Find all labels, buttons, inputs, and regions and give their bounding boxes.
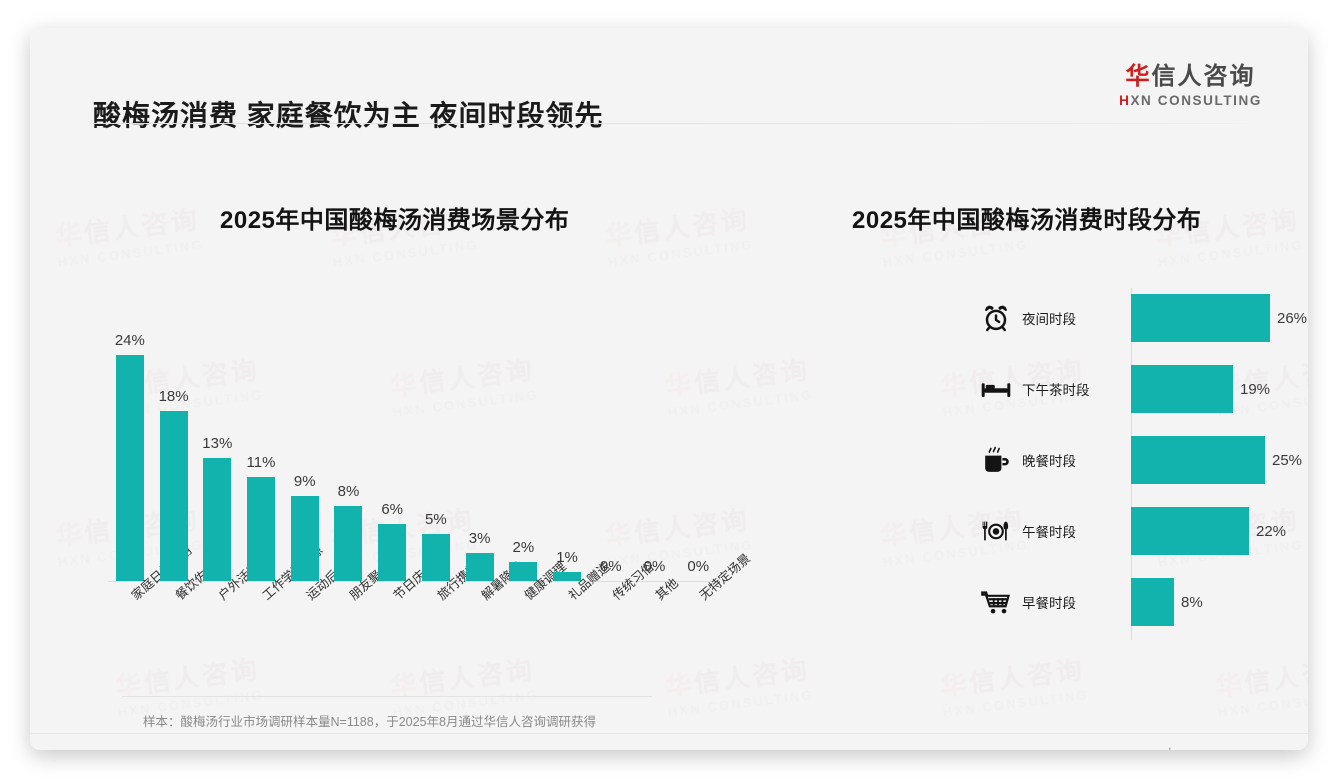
footer-divider	[30, 733, 1308, 734]
logo-h-char: H	[1119, 93, 1131, 109]
bar-column[interactable]: 24%家庭日常饮用	[108, 332, 195, 603]
logo-chinese-rest: 信人咨询	[1151, 63, 1256, 90]
plate-cutlery-icon	[970, 516, 1022, 546]
bed-icon	[970, 374, 1022, 404]
bar-value-label: 19%	[1240, 380, 1271, 398]
bar[interactable]	[509, 562, 538, 581]
bar-column[interactable]: 5% 旅行携带	[414, 336, 482, 603]
bar-value-label: 18%	[158, 388, 189, 405]
header-divider	[92, 123, 1247, 124]
infographic-card: 华信人咨询 HXN CONSULTING 华信人咨询 HXN CONSULTING 华信…	[30, 28, 1308, 750]
timeslot-row[interactable]: 夜间时段 26%	[970, 292, 1307, 344]
bar[interactable]	[421, 534, 450, 581]
bar-value-label: 5%	[425, 511, 447, 528]
alarm-clock-icon	[970, 303, 1022, 333]
bar-value-label: 13%	[202, 435, 233, 452]
logo-english: HXN CONSULTING	[1119, 93, 1262, 108]
bar-column[interactable]: 0% 无特定场景	[676, 336, 753, 603]
bar-track: 26%	[1131, 292, 1307, 344]
bar-value-label: 26%	[1277, 309, 1308, 327]
bar-value-label: 0%	[687, 558, 710, 575]
timeslot-bar-chart: 夜间时段 26% 下午茶时段 19% 晚餐时段 25% 午餐时段 22% 早餐时段 8%	[970, 278, 1307, 653]
bar[interactable]	[378, 524, 407, 581]
bar[interactable]	[1131, 365, 1233, 413]
bar-value-label: 0%	[643, 558, 666, 575]
bar[interactable]	[1131, 507, 1249, 555]
brand-logo: 华信人咨询 HXN CONSULTING	[1119, 63, 1262, 108]
bar-value-label: 9%	[293, 473, 316, 490]
bar-value-label: 1%	[556, 549, 578, 566]
bar[interactable]	[159, 411, 188, 581]
bar-value-label: 11%	[246, 454, 276, 471]
chart-title-timeslots: 2025年中国酸梅汤消费时段分布	[852, 207, 1202, 234]
bar-column[interactable]: 8% 朋友聚会	[327, 336, 394, 603]
bar-value-label: 8%	[337, 483, 360, 500]
bar-column[interactable]: 3% 解暑降温	[458, 336, 525, 603]
category-label: 无特定场景	[697, 551, 754, 603]
bar[interactable]	[334, 506, 363, 581]
sample-footnote: 样本：酸梅汤行业市场调研样本量N=1188，于2025年8月通过华信人咨询调研获…	[143, 715, 596, 729]
page-title: 酸梅汤消费 家庭餐饮为主 夜间时段领先	[93, 100, 604, 131]
logo-hua-char: 华	[1125, 63, 1152, 90]
bar-column[interactable]: 1% 礼品赠送	[545, 336, 613, 603]
bar[interactable]	[553, 572, 582, 581]
chart-title-scenarios: 2025年中国酸梅汤消费场景分布	[220, 207, 570, 234]
bar-track: 8%	[1131, 576, 1300, 628]
bar-value-label: 0%	[599, 558, 622, 575]
bar[interactable]	[115, 355, 144, 581]
vertical-chart-baseline	[108, 581, 720, 582]
bar-column[interactable]: 13% 户外活动	[195, 336, 263, 603]
bar-column[interactable]: 6% 节日庆典	[370, 336, 438, 603]
bar[interactable]	[290, 496, 319, 581]
timeslot-row[interactable]: 晚餐时段 25%	[970, 434, 1302, 486]
timeslot-label: 午餐时段	[1022, 525, 1076, 540]
bar-track: 25%	[1131, 434, 1302, 486]
bar-value-label: 25%	[1272, 451, 1303, 469]
timeslot-row[interactable]: 午餐时段 22%	[970, 505, 1300, 557]
bar-value-label: 24%	[114, 332, 145, 349]
bar-column[interactable]: 18% 餐饮佐餐	[152, 336, 220, 603]
header	[30, 28, 1308, 124]
timeslot-row[interactable]: 下午茶时段 19%	[970, 363, 1300, 415]
bar[interactable]	[465, 553, 494, 581]
timeslot-label: 下午茶时段	[1022, 383, 1090, 398]
bar-column[interactable]: 11%工作学习间隙	[239, 336, 326, 603]
bar-column[interactable]: 0% 其他	[633, 336, 682, 603]
bar-track: 19%	[1131, 363, 1300, 415]
bar-column[interactable]: 0% 传统习俗	[589, 336, 657, 603]
bar-column[interactable]: 2% 健康调理	[501, 336, 569, 603]
timeslot-row[interactable]: 早餐时段 8%	[970, 576, 1300, 628]
hot-mug-icon	[970, 444, 1022, 476]
timeslot-label: 夜间时段	[1022, 312, 1076, 327]
shopping-cart-icon	[970, 587, 1022, 617]
timeslot-label: 晚餐时段	[1022, 454, 1076, 469]
bar-value-label: 8%	[1181, 593, 1203, 611]
footnote-divider	[122, 696, 652, 697]
bar-value-label: 2%	[512, 539, 535, 556]
website-text: www.hxrcon.com	[1139, 746, 1233, 750]
bar-column[interactable]: 9% 运动后补充	[283, 336, 360, 603]
bar-value-label: 3%	[468, 530, 491, 547]
bar[interactable]	[1131, 578, 1174, 626]
bar-value-label: 22%	[1256, 522, 1287, 540]
scenario-bar-chart: 24%家庭日常饮用18%餐饮佐餐13%户外活动11%工作学习间隙9%运动后补充8…	[90, 278, 754, 678]
bar[interactable]	[1131, 436, 1265, 484]
bar[interactable]	[1131, 294, 1270, 342]
bar[interactable]	[247, 477, 276, 581]
logo-english-rest: XN CONSULTING	[1130, 93, 1262, 109]
bar-value-label: 6%	[381, 501, 404, 518]
timeslot-label: 早餐时段	[1022, 596, 1076, 611]
copyright-text: ©2025.10 HXR华信人咨询	[105, 746, 252, 750]
bar[interactable]	[203, 458, 232, 581]
bar-track: 22%	[1131, 505, 1300, 557]
vertical-bar-group: 24%家庭日常饮用18%餐饮佐餐13%户外活动11%工作学习间隙9%运动后补充8…	[108, 332, 754, 603]
logo-chinese: 华信人咨询	[1119, 63, 1262, 90]
